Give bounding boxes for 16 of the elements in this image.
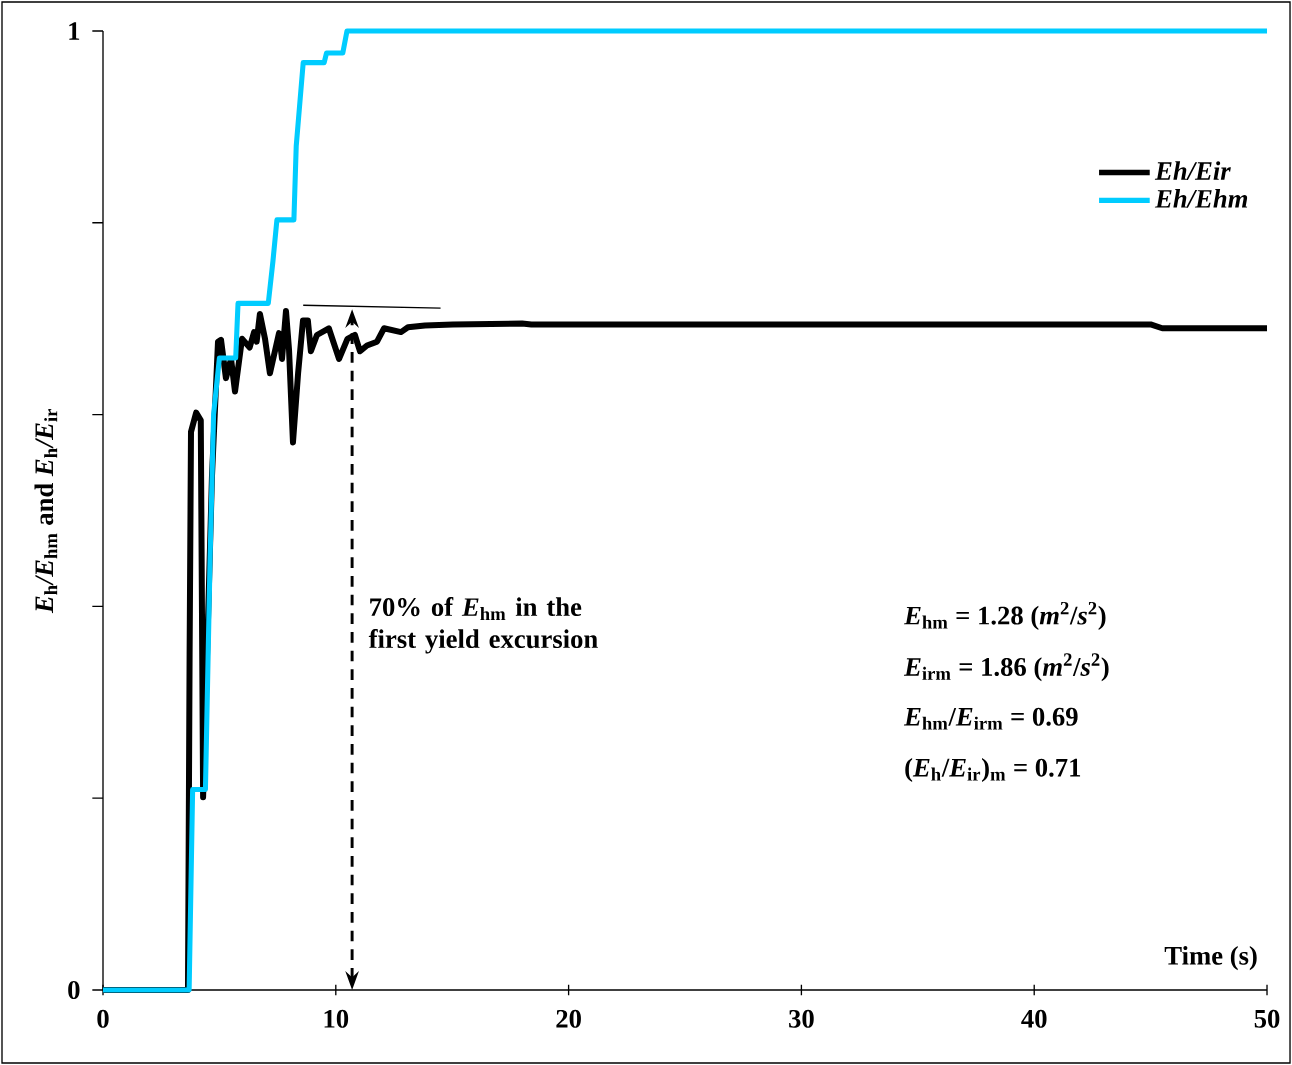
- x-tick-label: 20: [556, 1009, 581, 1028]
- x-tick-label: 50: [1254, 1009, 1280, 1028]
- x-tick-label: 30: [789, 1009, 814, 1028]
- x-tick-label: 10: [324, 1009, 349, 1028]
- text: (E$_{h}$/E$_{ir}$)$_{m}$ = 0.71: [905, 757, 1081, 783]
- x-tick-label: 0: [97, 1009, 109, 1028]
- annotation: 70% of E$_{hm}$ in the first yield excursion: [368, 597, 598, 654]
- legend-label: Eh/Eir: [1154, 161, 1231, 181]
- annotation: E$_{hm}$/E$_{irm}$ = 0.69: [903, 707, 1078, 730]
- text: E$_{irm}$ = 1.86 (m$^{2}$/s$^{2}$): [903, 653, 1109, 682]
- text: E$_{hm}$ = 1.28 (m$^{2}$/s$^{2}$): [903, 601, 1106, 631]
- legend-label: Eh/Ehm: [1154, 189, 1248, 208]
- x-tick-label: 40: [1021, 1009, 1047, 1028]
- y-tick-label: 1: [69, 22, 80, 40]
- x-axis-title: Time (s): [1164, 945, 1257, 971]
- text: E$_{h}$/E$_{hm}$ and E$_{h}$/E$_{ir}$: [34, 408, 58, 614]
